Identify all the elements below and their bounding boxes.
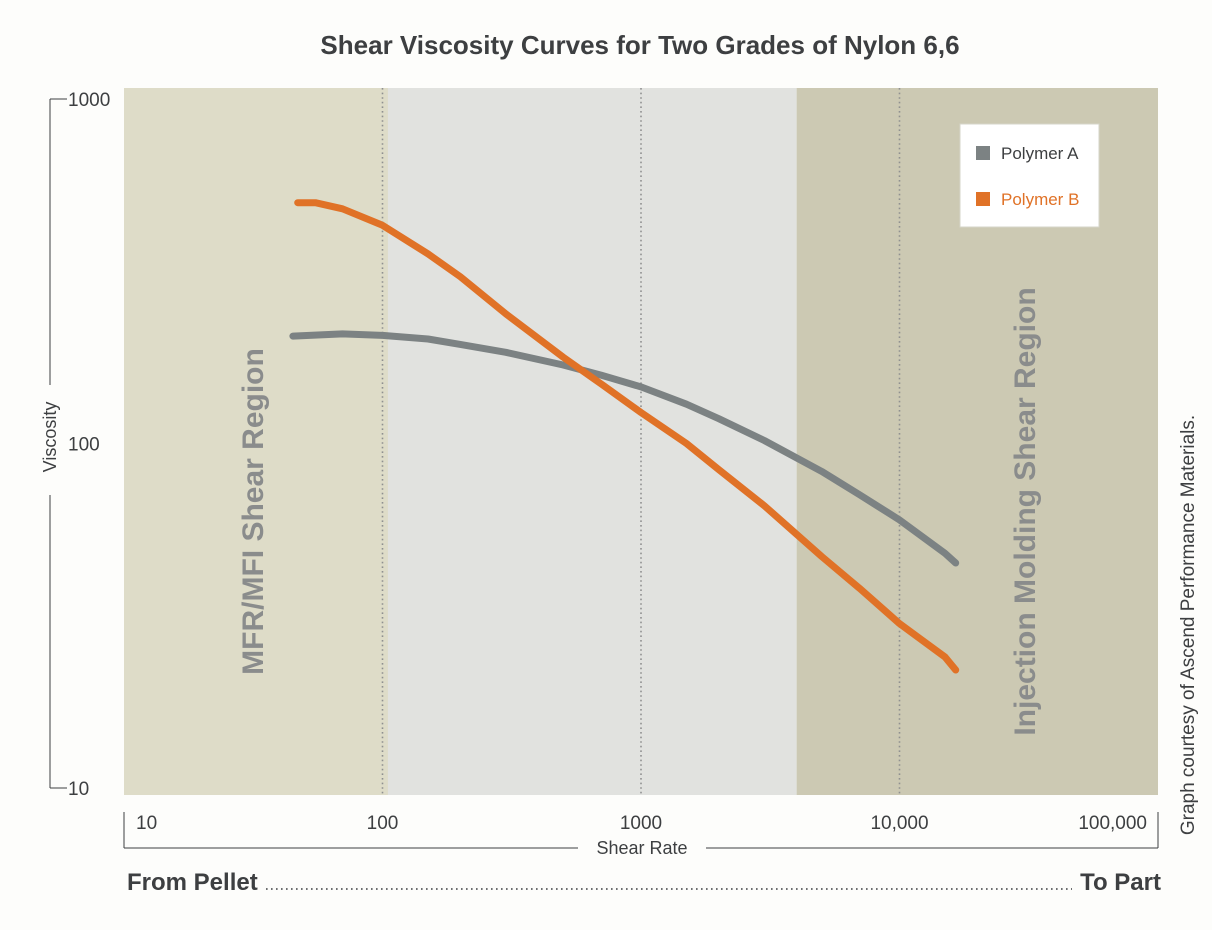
- legend: Polymer A Polymer B: [959, 123, 1100, 228]
- y-tick-label: 100: [68, 435, 100, 456]
- series-line-polymer-a: [289, 330, 960, 567]
- x-tick-label: 100,000: [1078, 813, 1147, 834]
- footer: From Pellet To Part: [127, 869, 1161, 896]
- legend-box: [959, 123, 1100, 228]
- y-axis-label-gap: [38, 385, 62, 495]
- chart-title: Shear Viscosity Curves for Two Grades of…: [320, 30, 959, 60]
- region-labels: MFR/MFI Shear Region Injection Molding Sh…: [237, 287, 1042, 735]
- y-tick-label: 1000: [68, 90, 110, 111]
- credit-text: Graph courtesy of Ascend Performance Mat…: [1178, 415, 1199, 835]
- x-tick-label: 1000: [620, 813, 662, 834]
- series-lines: [289, 199, 960, 674]
- x-tick-label: 10,000: [870, 813, 928, 834]
- x-axis: Shear Rate: [123, 812, 1159, 858]
- y-axis: Viscosity: [38, 98, 67, 789]
- footer-from-pellet: From Pellet: [127, 869, 258, 896]
- x-tick-label: 100: [367, 813, 399, 834]
- region-band-2: [387, 88, 797, 795]
- y-tick-label: 10: [68, 779, 89, 800]
- footer-to-part: To Part: [1080, 869, 1161, 896]
- series-line-polymer-b: [294, 199, 960, 674]
- legend-label: Polymer A: [1001, 144, 1079, 163]
- x-tick-label: 10: [136, 813, 157, 834]
- x-tick-labels: 10 100 1000 10,000 100,000: [136, 813, 1147, 834]
- gridlines: [381, 88, 901, 795]
- region-label-3: Injection Molding Shear Region: [1009, 287, 1042, 735]
- legend-label: Polymer B: [1001, 190, 1079, 209]
- legend-swatch: [976, 192, 990, 206]
- y-axis-label: Viscosity: [40, 402, 60, 473]
- legend-swatch: [976, 146, 990, 160]
- x-axis-label: Shear Rate: [596, 838, 687, 858]
- region-label-1: MFR/MFI Shear Region: [237, 348, 270, 675]
- y-tick-labels: 10 100 1000: [68, 90, 110, 800]
